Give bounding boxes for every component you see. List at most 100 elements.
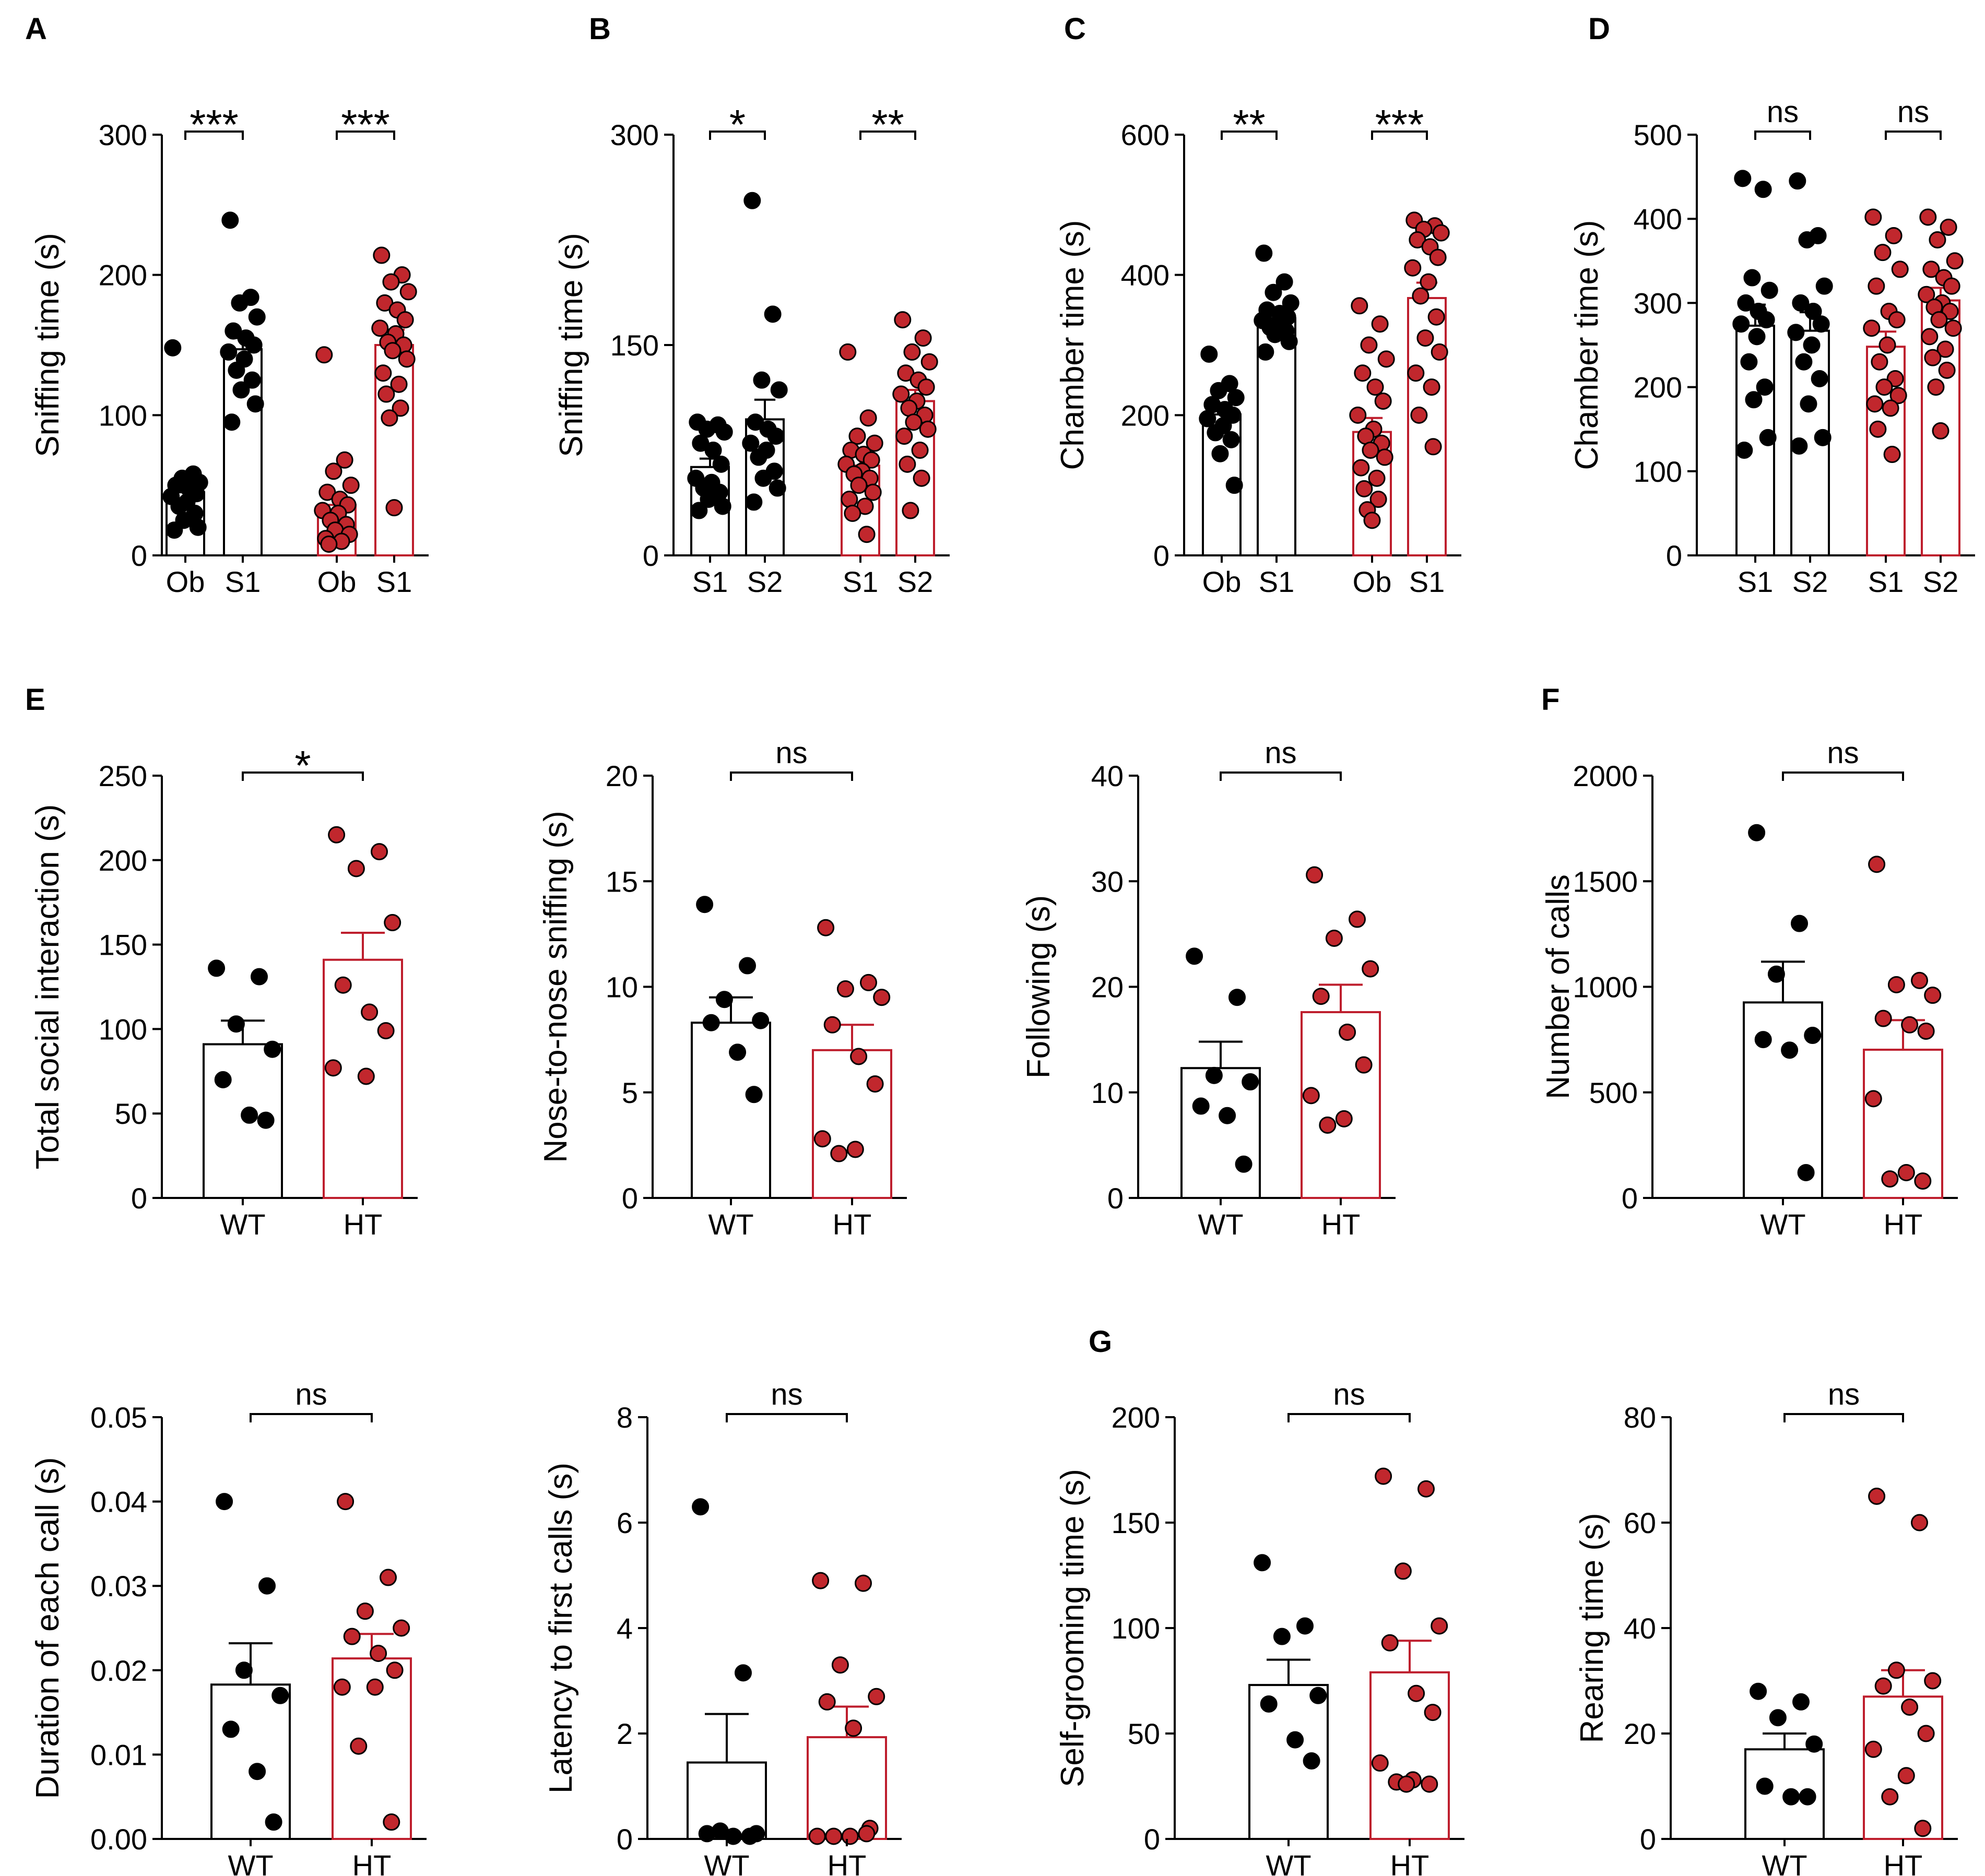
data-point — [858, 1825, 876, 1843]
y-tick-label: 400 — [1634, 203, 1682, 235]
y-axis-title: Chamber time (s) — [1055, 220, 1091, 470]
data-point — [1800, 395, 1817, 413]
data-point — [374, 364, 392, 382]
data-point — [696, 896, 714, 913]
chart-panel-1: A 0 100 200 300 Sniffing time (s) Ob S1 Ob S1 *** *… — [25, 12, 429, 598]
data-point — [380, 1569, 397, 1586]
data-point — [1804, 303, 1822, 320]
y-tick-label: 0 — [1640, 1823, 1656, 1856]
y-axis-title: Self-grooming time (s) — [1055, 1469, 1091, 1787]
data-point — [1312, 988, 1330, 1005]
data-point — [228, 361, 245, 379]
x-tick-label: HT — [828, 1849, 867, 1876]
y-tick-label: 300 — [99, 118, 147, 151]
data-point — [1901, 1699, 1919, 1716]
data-point — [1374, 392, 1392, 410]
data-point — [1376, 448, 1393, 466]
data-point — [1781, 1041, 1799, 1059]
data-point — [249, 1763, 266, 1780]
data-point — [1410, 406, 1428, 424]
data-point — [214, 1071, 232, 1088]
x-tick-label: S1 — [1738, 565, 1774, 598]
data-point — [745, 493, 763, 511]
data-point — [752, 1012, 770, 1029]
data-point — [164, 339, 182, 357]
data-point — [725, 1827, 742, 1845]
data-point — [1734, 170, 1752, 187]
data-point — [328, 826, 346, 844]
data-point — [392, 399, 409, 417]
y-tick-label: 300 — [610, 118, 659, 151]
data-point — [1814, 429, 1832, 446]
data-point — [1211, 445, 1229, 462]
chart-panel-8: F 0 500 1000 1500 2000 Number of calls WT HT ns — [1540, 683, 1958, 1241]
significance-bracket — [336, 130, 395, 140]
data-point — [1424, 438, 1442, 456]
data-point — [1798, 231, 1816, 248]
data-point — [1235, 1155, 1253, 1173]
y-tick-label: 0.00 — [90, 1823, 147, 1856]
data-point — [905, 413, 923, 431]
data-point — [743, 192, 761, 209]
y-tick-label: 100 — [99, 1013, 147, 1046]
x-tick-label: S1 — [692, 565, 728, 598]
significance-label: ns — [771, 1378, 802, 1411]
data-point — [1866, 395, 1884, 413]
data-point — [812, 1572, 830, 1589]
y-axis-title: Chamber time (s) — [1569, 220, 1605, 470]
data-point — [1882, 399, 1899, 417]
y-tick-label: 0 — [1666, 539, 1682, 572]
data-point — [864, 483, 882, 501]
bar-ht — [812, 1049, 892, 1199]
significance-label: * — [294, 742, 311, 789]
data-point — [208, 959, 226, 977]
data-point — [855, 1574, 872, 1592]
x-tick-label: S1 — [843, 565, 879, 598]
data-point — [320, 536, 338, 553]
data-point — [1911, 971, 1928, 989]
data-point — [1265, 283, 1282, 301]
data-point — [1280, 333, 1298, 350]
y-tick-label: 50 — [115, 1097, 147, 1130]
data-point — [383, 1813, 400, 1831]
y-tick-label: 2 — [617, 1717, 633, 1750]
data-point — [742, 434, 760, 452]
significance-bracket — [859, 130, 916, 140]
y-axis-title: Latency to first calls (s) — [543, 1463, 579, 1794]
data-point — [1748, 328, 1766, 346]
data-point — [894, 311, 912, 329]
significance-label: *** — [190, 101, 238, 148]
data-point — [1789, 172, 1806, 190]
y-tick-label: 10 — [1091, 1076, 1124, 1109]
data-point — [1319, 1116, 1337, 1134]
y-tick-label: 150 — [610, 329, 659, 362]
x-tick-label: WT — [1760, 1208, 1805, 1241]
data-point — [1790, 437, 1808, 455]
data-point — [1375, 1467, 1392, 1485]
data-point — [764, 305, 782, 323]
data-point — [1735, 442, 1753, 459]
data-point — [243, 371, 261, 389]
data-point — [1210, 382, 1227, 399]
chart-panel-11: G 0 50 100 150 200 Self-grooming time (s) WT HT n… — [1055, 1325, 1464, 1876]
significance-label: ns — [1265, 736, 1296, 770]
data-point — [750, 448, 767, 466]
data-point — [1423, 378, 1440, 396]
data-point — [371, 319, 389, 337]
data-point — [860, 973, 877, 991]
data-point — [373, 246, 391, 264]
data-point — [866, 434, 883, 452]
data-point — [1914, 1820, 1932, 1837]
data-point — [1257, 343, 1274, 361]
y-tick-label: 0 — [131, 1182, 147, 1215]
data-point — [1769, 1709, 1787, 1727]
chart-panel-7: 0 10 20 30 40 Following (s) WT HT ns — [1021, 736, 1396, 1241]
data-point — [1897, 1163, 1915, 1181]
data-point — [1936, 340, 1954, 358]
x-tick-label: S1 — [1868, 565, 1904, 598]
data-point — [1919, 208, 1937, 226]
data-point — [315, 346, 333, 364]
y-tick-label: 0 — [131, 539, 147, 572]
bar-wt — [1180, 1067, 1261, 1200]
y-tick-label: 0 — [643, 539, 659, 572]
